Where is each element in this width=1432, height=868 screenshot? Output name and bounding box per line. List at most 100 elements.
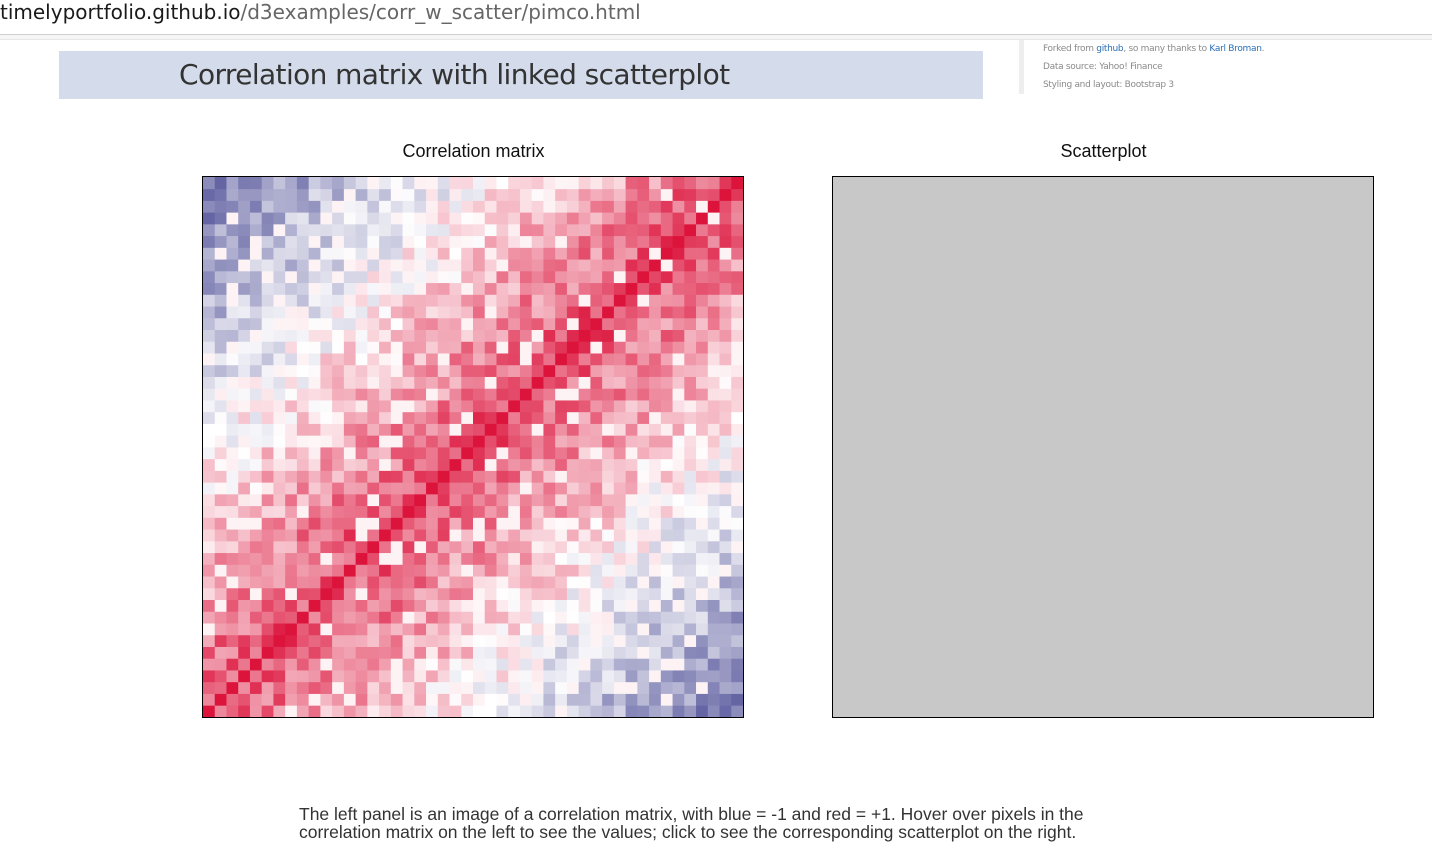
heatmap-cell[interactable] [379,646,392,659]
heatmap-cell[interactable] [555,235,568,248]
heatmap-cell[interactable] [707,658,720,671]
heatmap-cell[interactable] [473,611,486,624]
heatmap-cell[interactable] [273,317,286,331]
heatmap-cell[interactable] [320,458,333,471]
heatmap-cell[interactable] [696,400,709,413]
heatmap-cell[interactable] [273,306,286,319]
heatmap-cell[interactable] [332,552,345,565]
heatmap-cell[interactable] [402,529,415,542]
heatmap-cell[interactable] [249,353,263,366]
heatmap-cell[interactable] [649,634,662,647]
heatmap-cell[interactable] [273,540,286,554]
heatmap-cell[interactable] [660,177,673,190]
heatmap-cell[interactable] [731,270,743,284]
heatmap-cell[interactable] [578,400,591,413]
heatmap-cell[interactable] [508,177,521,190]
heatmap-cell[interactable] [296,505,310,518]
heatmap-cell[interactable] [672,317,685,331]
heatmap-cell[interactable] [473,247,486,260]
heatmap-cell[interactable] [649,517,662,530]
heatmap-cell[interactable] [649,259,662,272]
heatmap-cell[interactable] [531,247,544,260]
heatmap-cell[interactable] [238,576,251,589]
heatmap-cell[interactable] [484,705,497,717]
heatmap-cell[interactable] [343,447,357,460]
heatmap-cell[interactable] [226,200,239,213]
heatmap-cell[interactable] [543,270,556,284]
heatmap-cell[interactable] [590,200,603,213]
heatmap-cell[interactable] [226,482,239,495]
heatmap-cell[interactable] [519,529,533,542]
heatmap-cell[interactable] [684,411,697,424]
heatmap-cell[interactable] [637,681,650,694]
heatmap-cell[interactable] [660,552,673,565]
heatmap-cell[interactable] [214,693,227,706]
heatmap-cell[interactable] [414,599,427,612]
heatmap-cell[interactable] [308,259,321,272]
heatmap-cell[interactable] [707,493,720,507]
heatmap-cell[interactable] [437,634,450,647]
heatmap-cell[interactable] [414,306,427,319]
heatmap-cell[interactable] [578,587,591,601]
heatmap-cell[interactable] [355,587,368,601]
heatmap-cell[interactable] [637,423,650,436]
heatmap-cell[interactable] [696,517,709,530]
heatmap-cell[interactable] [602,540,615,554]
heatmap-cell[interactable] [602,611,615,624]
heatmap-cell[interactable] [719,423,732,436]
heatmap-cell[interactable] [426,247,439,260]
heatmap-cell[interactable] [343,599,357,612]
heatmap-cell[interactable] [402,681,415,694]
heatmap-cell[interactable] [649,235,662,248]
heatmap-cell[interactable] [261,376,274,389]
heatmap-cell[interactable] [519,658,533,671]
heatmap-cell[interactable] [214,564,227,577]
heatmap-cell[interactable] [707,247,720,260]
heatmap-cell[interactable] [214,223,227,237]
heatmap-cell[interactable] [285,177,298,190]
heatmap-cell[interactable] [379,223,392,237]
heatmap-cell[interactable] [367,681,380,694]
heatmap-cell[interactable] [672,200,685,213]
heatmap-cell[interactable] [261,306,274,319]
heatmap-cell[interactable] [696,435,709,448]
heatmap-cell[interactable] [249,517,263,530]
heatmap-cell[interactable] [449,447,462,460]
heatmap-cell[interactable] [684,376,697,389]
heatmap-cell[interactable] [719,200,732,213]
heatmap-cell[interactable] [555,705,568,717]
heatmap-cell[interactable] [684,505,697,518]
heatmap-cell[interactable] [696,693,709,706]
heatmap-cell[interactable] [226,212,239,225]
karl-broman-link[interactable]: Karl Broman [1209,44,1262,54]
heatmap-cell[interactable] [273,329,286,342]
heatmap-cell[interactable] [285,482,298,495]
heatmap-cell[interactable] [555,270,568,284]
heatmap-cell[interactable] [226,177,239,190]
heatmap-cell[interactable] [214,482,227,495]
heatmap-cell[interactable] [402,576,415,589]
heatmap-cell[interactable] [402,705,415,717]
heatmap-cell[interactable] [602,470,615,483]
heatmap-cell[interactable] [684,599,697,612]
heatmap-cell[interactable] [390,188,403,201]
heatmap-cell[interactable] [402,235,415,248]
heatmap-cell[interactable] [672,294,685,307]
heatmap-cell[interactable] [637,223,650,237]
heatmap-cell[interactable] [578,306,591,319]
heatmap-cell[interactable] [672,223,685,237]
heatmap-cell[interactable] [731,670,743,683]
heatmap-cell[interactable] [473,529,486,542]
heatmap-cell[interactable] [555,435,568,448]
heatmap-cell[interactable] [367,247,380,260]
heatmap-cell[interactable] [578,564,591,577]
heatmap-cell[interactable] [637,517,650,530]
heatmap-cell[interactable] [590,458,603,471]
heatmap-cell[interactable] [449,364,462,377]
heatmap-cell[interactable] [320,552,333,565]
heatmap-cell[interactable] [602,634,615,647]
heatmap-cell[interactable] [625,681,638,694]
heatmap-cell[interactable] [531,564,544,577]
heatmap-cell[interactable] [543,388,556,401]
heatmap-cell[interactable] [519,517,533,530]
